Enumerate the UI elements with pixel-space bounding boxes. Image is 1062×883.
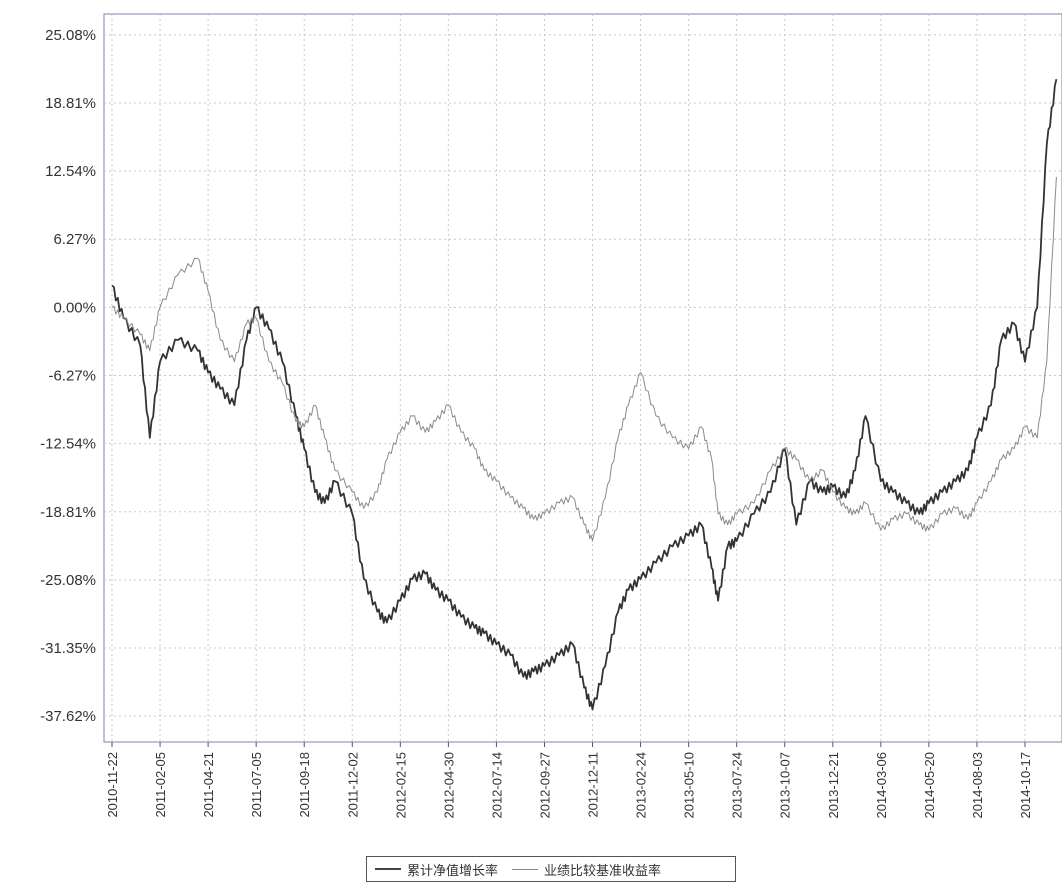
legend-line-nav <box>375 868 401 870</box>
y-tick-label: 25.08% <box>45 27 96 44</box>
x-tick-label: 2014-08-03 <box>970 752 985 819</box>
x-tick-label: 2012-02-15 <box>393 752 408 819</box>
y-tick-label: -37.62% <box>40 708 96 725</box>
x-tick-label: 2012-07-14 <box>489 752 504 819</box>
y-tick-label: 12.54% <box>45 163 96 180</box>
x-axis: 2010-11-22 2011-02-05 2011-04-21 2011-07-05… <box>105 742 1033 819</box>
x-tick-label: 2013-07-24 <box>730 752 745 819</box>
plot-area <box>103 13 1062 743</box>
legend-label-nav: 累计净值增长率 <box>407 863 499 879</box>
x-tick-label: 2014-03-06 <box>874 752 889 819</box>
x-tick-label: 2012-04-30 <box>441 752 456 819</box>
x-tick-label: 2011-04-21 <box>201 752 216 818</box>
legend-item-nav: 累计净值增长率 <box>375 860 498 879</box>
series-lines <box>111 78 1058 711</box>
y-tick-label: -12.54% <box>40 436 96 453</box>
grid-lines <box>104 14 1062 742</box>
x-tick-label: 2011-07-05 <box>249 752 264 818</box>
legend-label-benchmark: 业绩比较基准收益率 <box>544 863 662 879</box>
x-tick-label: 2013-05-10 <box>682 752 697 819</box>
x-tick-label: 2010-11-22 <box>105 752 120 818</box>
y-tick-label: 6.27% <box>53 231 96 248</box>
x-tick-label: 2013-02-24 <box>634 752 649 819</box>
x-tick-label: 2011-02-05 <box>153 752 168 818</box>
series-line-benchmark <box>111 176 1057 542</box>
x-tick-label: 2012-09-27 <box>537 752 552 819</box>
y-tick-label: 0.00% <box>53 299 96 316</box>
y-axis: 25.08% 18.81% 12.54% 6.27% 0.00% -6.27% -12.54… <box>40 27 96 725</box>
x-tick-label: 2014-10-17 <box>1018 752 1033 819</box>
x-tick-label: 2011-12-02 <box>345 752 360 818</box>
legend-item-benchmark: 业绩比较基准收益率 <box>512 860 661 879</box>
y-tick-label: -31.35% <box>40 640 96 657</box>
y-tick-label: 18.81% <box>45 95 96 112</box>
x-tick-label: 2013-10-07 <box>778 752 793 819</box>
y-tick-label: -25.08% <box>40 572 96 589</box>
legend: 累计净值增长率 业绩比较基准收益率 <box>366 856 736 882</box>
legend-line-benchmark <box>512 868 539 870</box>
line-chart: 25.08% 18.81% 12.54% 6.27% 0.00% -6.27% -12.54… <box>40 13 1062 819</box>
x-tick-label: 2011-09-18 <box>297 752 312 818</box>
y-tick-label: -6.27% <box>48 368 96 385</box>
y-tick-label: -18.81% <box>40 504 96 521</box>
x-tick-label: 2012-12-11 <box>586 752 601 818</box>
x-tick-label: 2014-05-20 <box>922 752 937 819</box>
x-tick-label: 2013-12-21 <box>826 752 841 819</box>
series-line-nav <box>111 78 1058 711</box>
